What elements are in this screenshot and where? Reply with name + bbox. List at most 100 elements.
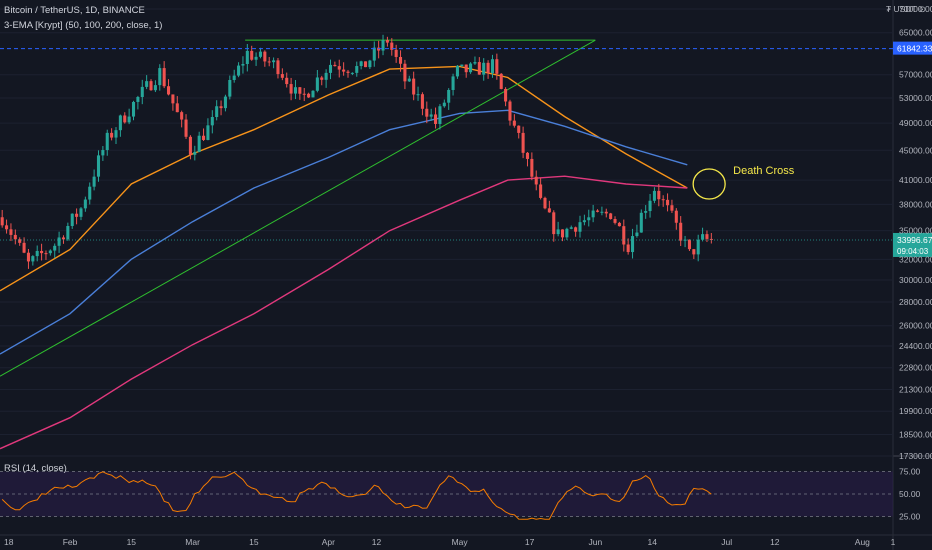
candle-body xyxy=(245,50,249,65)
candle-body xyxy=(324,72,328,80)
candle-body xyxy=(337,66,341,70)
candle-body xyxy=(180,112,184,120)
candle-body xyxy=(13,234,17,240)
candle-body xyxy=(639,212,643,233)
candle-body xyxy=(175,103,179,113)
candle-body xyxy=(543,197,547,209)
price-tick-label: 30000.00 xyxy=(899,275,932,285)
candle-body xyxy=(508,101,512,121)
candle-body xyxy=(184,119,188,137)
candle-body xyxy=(512,120,516,126)
candle-body xyxy=(517,125,521,133)
candle-body xyxy=(311,90,315,98)
candle-body xyxy=(9,229,13,235)
candle-body xyxy=(556,229,560,235)
price-tick-label: 38000.00 xyxy=(899,199,932,209)
candle-body xyxy=(490,59,494,74)
candle-body xyxy=(687,239,691,250)
candle-body xyxy=(407,78,411,82)
currency-unit[interactable]: ₮ USDT ⊙ xyxy=(885,4,926,14)
candle-body xyxy=(521,132,525,153)
candle-body xyxy=(477,62,481,75)
price-tick-label: 24400.00 xyxy=(899,341,932,351)
price-tick-label: 53000.00 xyxy=(899,93,932,103)
price-tick-label: 28000.00 xyxy=(899,297,932,307)
time-tick-label: 17 xyxy=(525,537,535,547)
rsi-label: RSI (14, close) xyxy=(4,463,67,474)
candle-body xyxy=(578,222,582,232)
candle-body xyxy=(683,239,687,241)
candlesticks xyxy=(0,34,713,269)
candle-body xyxy=(315,77,319,91)
time-tick-label: 12 xyxy=(770,537,780,547)
candle-body xyxy=(617,222,621,227)
candle-body xyxy=(70,213,74,226)
candle-body xyxy=(447,89,451,103)
candle-body xyxy=(534,176,538,185)
candle-body xyxy=(525,152,530,159)
candle-body xyxy=(582,220,586,223)
candle-body xyxy=(504,88,508,102)
candle-body xyxy=(232,75,236,81)
candle-body xyxy=(552,212,556,235)
rsi-line-path xyxy=(1,471,712,520)
candle-body xyxy=(701,234,705,240)
time-tick-label: 14 xyxy=(648,537,658,547)
candle-body xyxy=(359,61,363,67)
level-marker xyxy=(893,41,932,55)
ema-line xyxy=(0,65,688,292)
price-tick-label: 32000.00 xyxy=(899,254,932,264)
candle-body xyxy=(289,84,293,94)
candle-body xyxy=(237,65,241,76)
candle-body xyxy=(403,63,407,82)
candle-body xyxy=(92,176,96,187)
countdown-label: 09:04:03 xyxy=(897,247,929,256)
time-tick-label: 12 xyxy=(372,537,382,547)
candle-body xyxy=(342,69,346,72)
last-price-label: 33996.67 xyxy=(897,235,932,245)
candle-body xyxy=(652,190,656,201)
candle-body xyxy=(539,184,543,198)
death-cross-circle xyxy=(692,168,726,200)
trendline xyxy=(0,39,596,377)
candle-body xyxy=(473,62,477,64)
candle-body xyxy=(438,106,442,124)
candle-body xyxy=(451,76,455,90)
candle-body xyxy=(0,217,4,226)
price-tick-label: 21300.00 xyxy=(899,384,932,394)
time-tick-label: Jun xyxy=(588,537,602,547)
candle-body xyxy=(79,208,83,217)
price-tick-label: 35000.00 xyxy=(899,226,932,236)
candle-body xyxy=(18,239,22,243)
candle-body xyxy=(416,94,420,96)
candle-body xyxy=(53,245,57,251)
candle-body xyxy=(258,51,262,57)
price-tick-label: 26000.00 xyxy=(899,321,932,331)
candle-body xyxy=(110,132,114,138)
candle-body xyxy=(302,93,306,95)
candle-body xyxy=(162,68,166,87)
candle-body xyxy=(372,47,376,61)
price-tick-label: 18500.00 xyxy=(899,430,932,440)
candle-body xyxy=(670,205,674,211)
candle-body xyxy=(705,234,709,239)
indicator-label: 3-EMA [Krypt] (50, 100, 200, close, 1) xyxy=(4,20,163,31)
candle-body xyxy=(241,64,245,66)
candle-body xyxy=(320,77,324,80)
candle-body xyxy=(390,42,394,50)
rsi-line xyxy=(1,471,712,520)
candle-body xyxy=(193,151,197,155)
candle-body xyxy=(679,222,683,241)
candle-body xyxy=(565,228,569,238)
candle-body xyxy=(197,135,201,152)
time-tick-label: Aug xyxy=(855,537,870,547)
last-price-marker xyxy=(893,232,932,257)
candle-body xyxy=(188,136,192,155)
axis-labels: 70000.00 65000.00 57000.00 53000.00 49000.00… xyxy=(4,4,932,547)
candle-body xyxy=(149,81,153,91)
candle-body xyxy=(346,71,350,73)
candle-body xyxy=(333,64,337,67)
price-tick-label: 45000.00 xyxy=(899,145,932,155)
